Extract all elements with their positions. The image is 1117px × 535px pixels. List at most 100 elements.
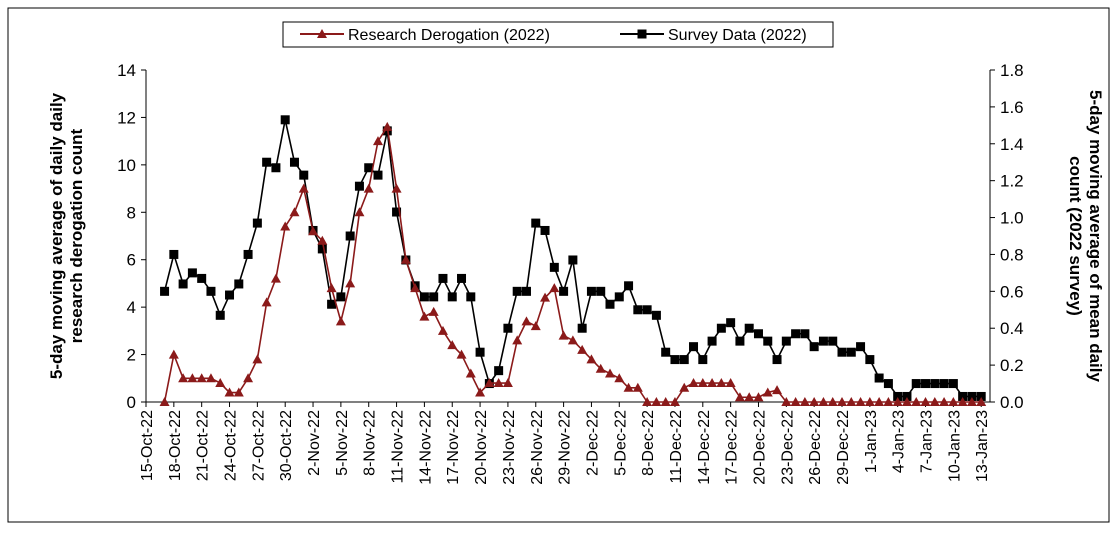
- marker: [493, 378, 504, 388]
- marker: [605, 299, 615, 309]
- x-tick-label: 24-Oct-22: [223, 410, 240, 481]
- marker: [280, 115, 290, 125]
- marker: [363, 183, 374, 193]
- marker: [632, 382, 643, 392]
- marker: [883, 379, 893, 389]
- x-tick-label: 20-Dec-22: [751, 410, 768, 485]
- marker: [354, 207, 365, 217]
- marker: [577, 323, 587, 333]
- marker: [187, 373, 198, 383]
- legend-label: Research Derogation (2022): [348, 27, 550, 44]
- marker: [540, 225, 550, 235]
- marker: [289, 157, 299, 167]
- x-tick-label: 11-Nov-22: [390, 410, 407, 484]
- marker: [605, 368, 615, 378]
- y2-tick-label: 1.0: [1000, 209, 1024, 228]
- x-tick-label: 29-Nov-22: [557, 410, 574, 485]
- marker: [299, 170, 309, 180]
- marker: [642, 305, 652, 315]
- marker: [187, 268, 197, 278]
- y2-tick-label: 0.8: [1000, 245, 1024, 264]
- legend: Research Derogation (2022) Survey Data (2…: [282, 21, 834, 48]
- y-tick-label: 4: [127, 298, 136, 317]
- legend-label: Survey Data (2022): [668, 27, 807, 44]
- marker: [800, 329, 810, 339]
- marker: [874, 373, 884, 383]
- marker: [855, 397, 866, 406]
- x-tick-label: 20-Nov-22: [473, 410, 490, 485]
- marker: [660, 397, 671, 406]
- y-axis-title: research derogation count: [67, 128, 86, 343]
- marker: [772, 355, 782, 365]
- x-tick-label: 10-Jan-23: [946, 410, 963, 482]
- marker: [781, 397, 792, 406]
- marker: [837, 347, 847, 357]
- marker: [298, 183, 309, 193]
- marker: [595, 363, 606, 373]
- marker: [373, 170, 383, 180]
- marker: [178, 373, 189, 383]
- marker: [512, 335, 523, 345]
- marker: [586, 286, 596, 296]
- marker: [596, 286, 606, 296]
- marker: [976, 397, 987, 406]
- x-tick-label: 14-Dec-22: [696, 410, 713, 485]
- marker: [419, 292, 429, 302]
- marker: [957, 397, 968, 406]
- marker: [753, 329, 763, 339]
- marker: [911, 379, 921, 389]
- marker: [874, 397, 885, 406]
- legend-marker: [637, 29, 647, 39]
- marker: [921, 379, 931, 389]
- marker: [502, 378, 513, 388]
- marker: [206, 286, 216, 296]
- marker: [419, 311, 430, 321]
- marker: [224, 387, 235, 397]
- marker: [215, 378, 226, 388]
- y-tick-label: 8: [127, 203, 136, 222]
- marker: [670, 355, 680, 365]
- y-tick-label: 14: [117, 61, 136, 80]
- marker: [252, 218, 262, 228]
- marker: [948, 397, 959, 406]
- marker: [197, 273, 207, 283]
- marker: [317, 235, 328, 245]
- marker: [335, 316, 346, 326]
- marker: [521, 316, 532, 326]
- marker: [809, 342, 819, 352]
- marker: [233, 387, 244, 397]
- marker: [781, 336, 791, 346]
- x-tick-label: 21-Oct-22: [195, 410, 212, 481]
- y-tick-label: 2: [127, 346, 136, 365]
- marker: [271, 163, 281, 173]
- legend-box: [282, 21, 834, 48]
- marker: [930, 379, 940, 389]
- marker: [243, 249, 253, 259]
- marker: [744, 392, 755, 402]
- marker: [159, 397, 170, 406]
- y2-tick-label: 0.6: [1000, 282, 1024, 301]
- marker: [466, 292, 476, 302]
- y2-tick-label: 0.2: [1000, 356, 1024, 375]
- marker: [661, 347, 671, 357]
- marker: [697, 378, 708, 388]
- marker: [892, 397, 903, 406]
- marker: [400, 254, 411, 264]
- marker: [327, 299, 337, 309]
- y-axis-title: 5-day moving average of daily daily: [47, 92, 66, 379]
- marker: [559, 286, 569, 296]
- marker: [948, 379, 958, 389]
- marker: [827, 397, 838, 406]
- marker: [753, 392, 764, 402]
- marker: [772, 385, 783, 395]
- marker: [178, 279, 188, 289]
- marker: [669, 397, 680, 406]
- marker: [169, 249, 179, 259]
- marker: [763, 336, 773, 346]
- y2-tick-label: 1.4: [1000, 135, 1024, 154]
- marker: [633, 305, 643, 315]
- x-tick-label: 5-Nov-22: [334, 410, 351, 476]
- x-tick-label: 26-Dec-22: [807, 410, 824, 485]
- marker: [168, 349, 179, 359]
- marker: [893, 391, 903, 401]
